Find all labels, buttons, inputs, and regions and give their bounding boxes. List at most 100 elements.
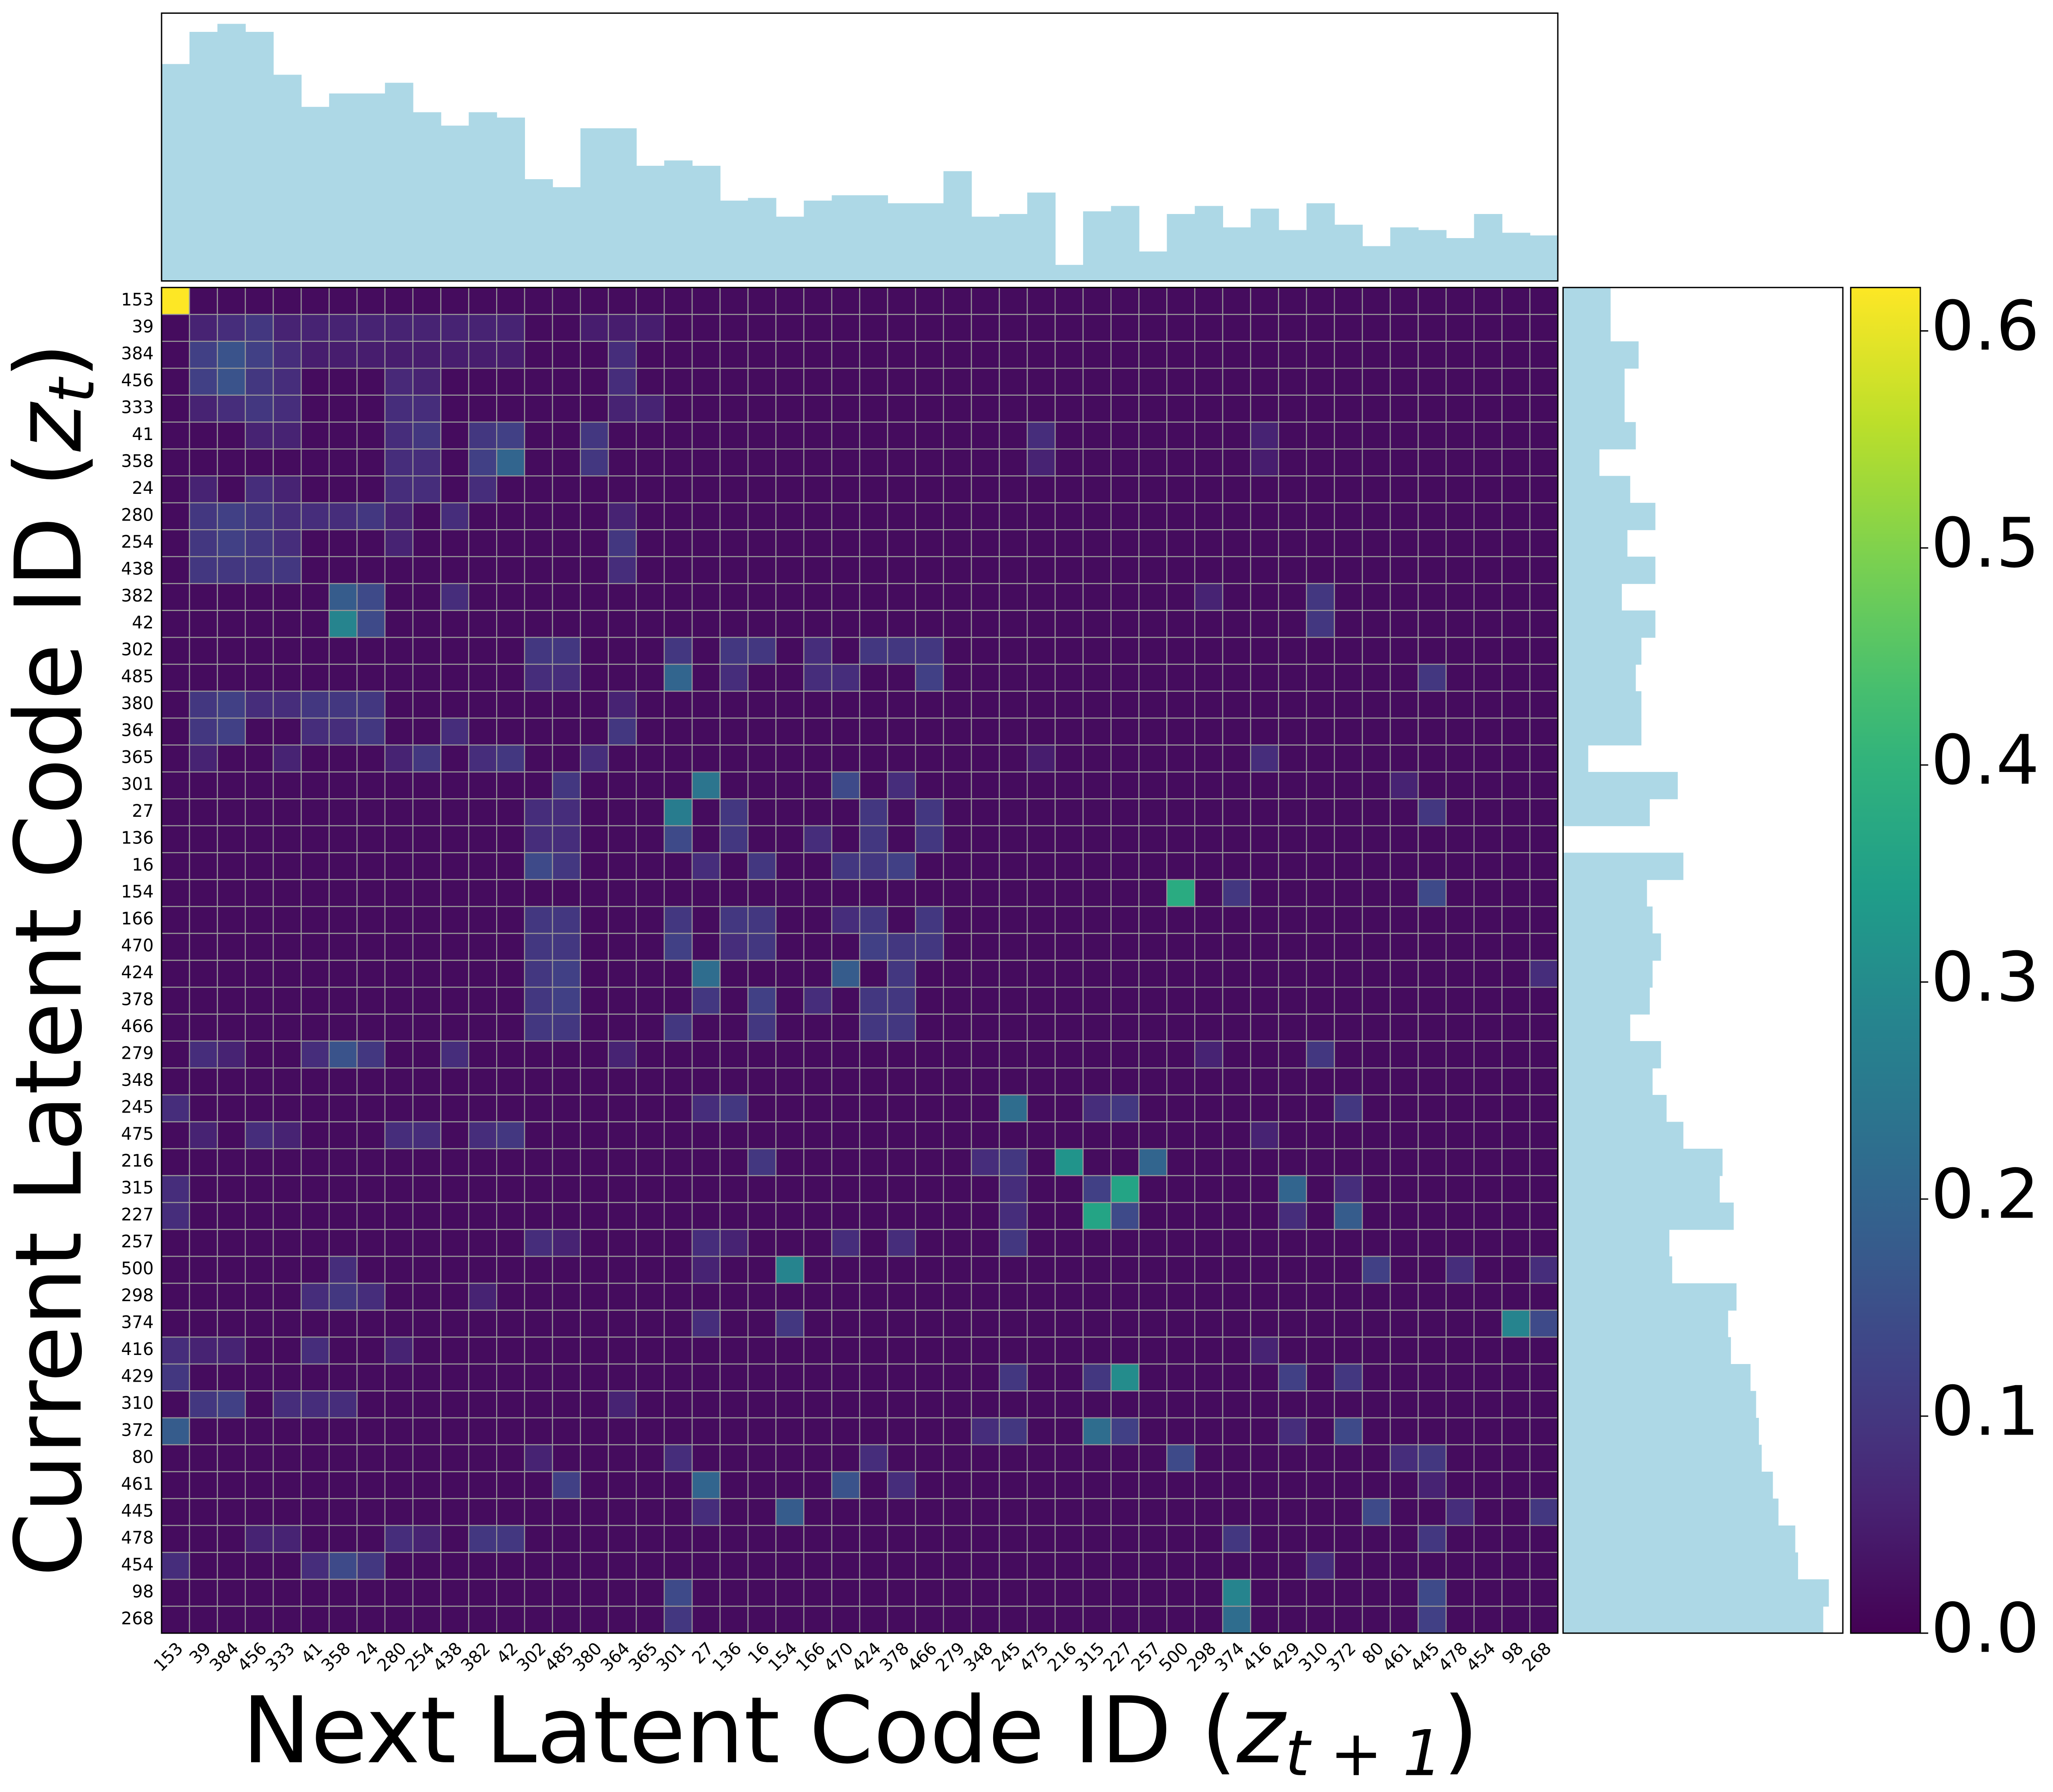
heatmap-cell <box>412 933 441 961</box>
heatmap-cell <box>1473 502 1503 530</box>
heatmap-cell <box>328 1121 358 1150</box>
heatmap-cell <box>384 1121 413 1150</box>
heatmap-cell <box>552 341 581 369</box>
heatmap-cell <box>1054 1498 1084 1526</box>
heatmap-cell <box>664 879 693 907</box>
heatmap-cell <box>496 448 525 477</box>
heatmap-cell <box>273 1121 302 1150</box>
heatmap-cell <box>245 1444 274 1473</box>
heatmap-cell <box>1445 1067 1475 1096</box>
heatmap-cell <box>496 1256 525 1284</box>
heatmap-cell <box>943 1525 972 1553</box>
heatmap-cell <box>328 502 358 530</box>
heatmap-cell <box>664 1363 693 1392</box>
heatmap-cell <box>580 1336 609 1365</box>
heatmap-cell <box>775 1417 804 1445</box>
heatmap-cell <box>1445 448 1475 477</box>
heatmap-cell <box>356 744 386 773</box>
heatmap-cell <box>496 1363 525 1392</box>
heatmap-cell <box>1501 1471 1531 1499</box>
heatmap-cell <box>273 448 302 477</box>
heatmap-cell <box>384 1202 413 1230</box>
heatmap-cell <box>999 1094 1028 1122</box>
heatmap-cell <box>915 1498 944 1526</box>
heatmap-cell <box>1138 691 1168 719</box>
heatmap-cell <box>356 394 386 423</box>
heatmap-cell <box>999 1014 1028 1042</box>
y-tick-label: 298 <box>121 1286 154 1305</box>
heatmap-cell <box>1250 1121 1279 1150</box>
heatmap-cell <box>189 879 218 907</box>
heatmap-cell <box>859 852 888 880</box>
heatmap-cell <box>887 1471 916 1499</box>
heatmap-cell <box>1278 906 1307 934</box>
heatmap-cell <box>1194 1202 1224 1230</box>
heatmap-cell <box>915 448 944 477</box>
heatmap-cell <box>1529 1229 1559 1257</box>
heatmap-cell <box>524 1040 553 1069</box>
heatmap-cell <box>887 825 916 853</box>
heatmap-cell <box>384 1040 413 1069</box>
heatmap-cell <box>440 1336 469 1365</box>
heatmap-cell <box>496 1417 525 1445</box>
heatmap-cell <box>189 1471 218 1499</box>
heatmap-cell <box>273 1202 302 1230</box>
heatmap-cell <box>1054 1363 1084 1392</box>
heatmap-cell <box>301 1040 330 1069</box>
right-histogram-bar <box>1563 1202 1734 1230</box>
heatmap-cell <box>301 529 330 558</box>
heatmap-cell <box>719 1552 749 1580</box>
heatmap-cell <box>524 1552 553 1580</box>
heatmap-cell <box>719 852 749 880</box>
heatmap-cell <box>1054 1309 1084 1338</box>
heatmap-cell <box>1082 1606 1112 1634</box>
heatmap-cell <box>999 1578 1028 1607</box>
heatmap-cell <box>384 1498 413 1526</box>
heatmap-cell <box>747 1309 776 1338</box>
heatmap-cell <box>1362 314 1391 342</box>
heatmap-cell <box>1194 556 1224 584</box>
x-tick-label: 429 <box>1267 1639 1304 1676</box>
heatmap-cell <box>1417 529 1447 558</box>
heatmap-cell <box>999 422 1028 450</box>
heatmap-cell <box>412 1417 441 1445</box>
heatmap-cell <box>440 798 469 827</box>
heatmap-cell <box>273 879 302 907</box>
heatmap-cell <box>1082 1040 1112 1069</box>
heatmap-cell <box>552 394 581 423</box>
heatmap-cell <box>1306 1578 1335 1607</box>
heatmap-cell <box>608 691 637 719</box>
heatmap-cell <box>468 1578 497 1607</box>
heatmap-cell <box>1278 1444 1307 1473</box>
heatmap-cell <box>1529 1148 1559 1176</box>
heatmap-cell <box>719 1498 749 1526</box>
heatmap-cell <box>1529 502 1559 530</box>
heatmap-cell <box>1306 583 1335 611</box>
top-histogram-bar <box>776 217 804 281</box>
heatmap-cell <box>636 1498 665 1526</box>
heatmap-cell <box>1501 1014 1531 1042</box>
x-label-text: Next Latent Code ID ( <box>242 1677 1237 1784</box>
heatmap-cell <box>1417 1444 1447 1473</box>
heatmap-cell <box>189 960 218 988</box>
heatmap-cell <box>747 1498 776 1526</box>
heatmap-cell <box>1334 1444 1363 1473</box>
heatmap-cell <box>356 717 386 746</box>
heatmap-cell <box>636 1256 665 1284</box>
heatmap-cell <box>524 502 553 530</box>
heatmap-cell <box>887 717 916 746</box>
heatmap-cell <box>831 1336 860 1365</box>
heatmap-cell <box>496 1444 525 1473</box>
heatmap-cell <box>719 475 749 504</box>
heatmap-cell <box>384 1067 413 1096</box>
heatmap-cell <box>412 1202 441 1230</box>
heatmap-cell <box>1138 798 1168 827</box>
heatmap-cell <box>775 448 804 477</box>
heatmap-cell <box>664 637 693 665</box>
heatmap-cell <box>1473 287 1503 315</box>
heatmap-cell <box>803 1336 832 1365</box>
heatmap-cell <box>1529 1578 1559 1607</box>
heatmap-cell <box>747 583 776 611</box>
heatmap-cell <box>580 502 609 530</box>
heatmap-cell <box>887 1578 916 1607</box>
